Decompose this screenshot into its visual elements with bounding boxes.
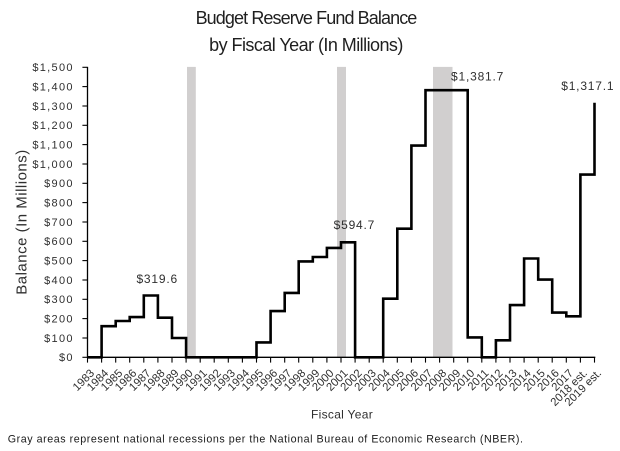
- svg-text:$1,381.7: $1,381.7: [451, 70, 504, 84]
- svg-text:$300: $300: [44, 294, 74, 306]
- svg-text:$0: $0: [59, 352, 74, 364]
- svg-text:$200: $200: [44, 314, 74, 326]
- svg-text:$400: $400: [44, 275, 74, 287]
- svg-text:$1,500: $1,500: [32, 62, 73, 74]
- svg-text:$1,300: $1,300: [32, 101, 73, 113]
- svg-text:$1,200: $1,200: [32, 120, 73, 132]
- svg-text:$100: $100: [44, 333, 74, 345]
- svg-text:$1,000: $1,000: [32, 159, 73, 171]
- svg-text:Gray areas represent national: Gray areas represent national recessions…: [8, 434, 524, 446]
- svg-text:$700: $700: [44, 217, 74, 229]
- svg-text:$900: $900: [44, 178, 74, 190]
- svg-text:Balance (In Millions): Balance (In Millions): [14, 149, 31, 295]
- svg-text:by Fiscal Year (In Millions): by Fiscal Year (In Millions): [209, 35, 403, 55]
- svg-text:$800: $800: [44, 198, 74, 210]
- svg-text:$1,317.1: $1,317.1: [561, 79, 614, 93]
- svg-text:$1,100: $1,100: [32, 140, 73, 152]
- svg-text:$1,400: $1,400: [32, 82, 73, 94]
- svg-text:$594.7: $594.7: [334, 218, 376, 232]
- svg-text:$500: $500: [44, 256, 74, 268]
- svg-text:Fiscal Year: Fiscal Year: [311, 408, 373, 422]
- svg-text:$600: $600: [44, 236, 74, 248]
- svg-text:$319.6: $319.6: [136, 272, 178, 286]
- svg-text:Budget Reserve Fund Balance: Budget Reserve Fund Balance: [196, 8, 418, 28]
